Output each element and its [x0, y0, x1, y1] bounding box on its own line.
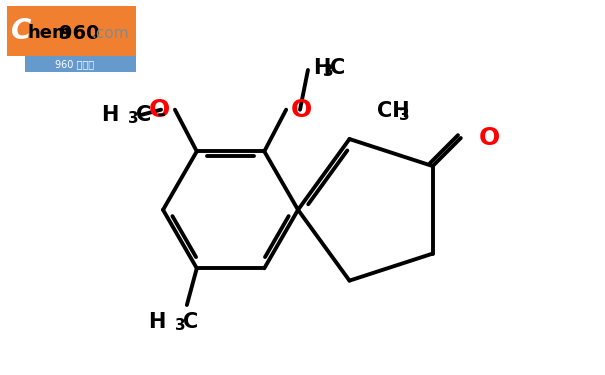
- Text: 3: 3: [128, 111, 139, 126]
- Text: C: C: [11, 17, 31, 45]
- Text: 3: 3: [175, 318, 186, 333]
- Text: CH: CH: [378, 101, 410, 121]
- Text: 960 化工网: 960 化工网: [55, 59, 94, 69]
- Text: C: C: [136, 105, 151, 125]
- Text: 3: 3: [399, 108, 410, 123]
- Text: H: H: [148, 312, 165, 332]
- Text: -: -: [150, 105, 173, 125]
- Text: 960: 960: [59, 24, 99, 43]
- Text: O: O: [479, 126, 500, 150]
- Text: 3: 3: [323, 64, 333, 80]
- Text: C: C: [183, 312, 198, 332]
- Polygon shape: [7, 6, 136, 56]
- Text: H: H: [101, 105, 119, 125]
- Text: .com: .com: [91, 26, 129, 40]
- Text: H: H: [313, 58, 330, 78]
- Text: hem: hem: [27, 24, 71, 42]
- Polygon shape: [25, 56, 136, 72]
- Text: O: O: [149, 98, 170, 122]
- Text: O: O: [291, 98, 312, 122]
- Text: C: C: [330, 58, 345, 78]
